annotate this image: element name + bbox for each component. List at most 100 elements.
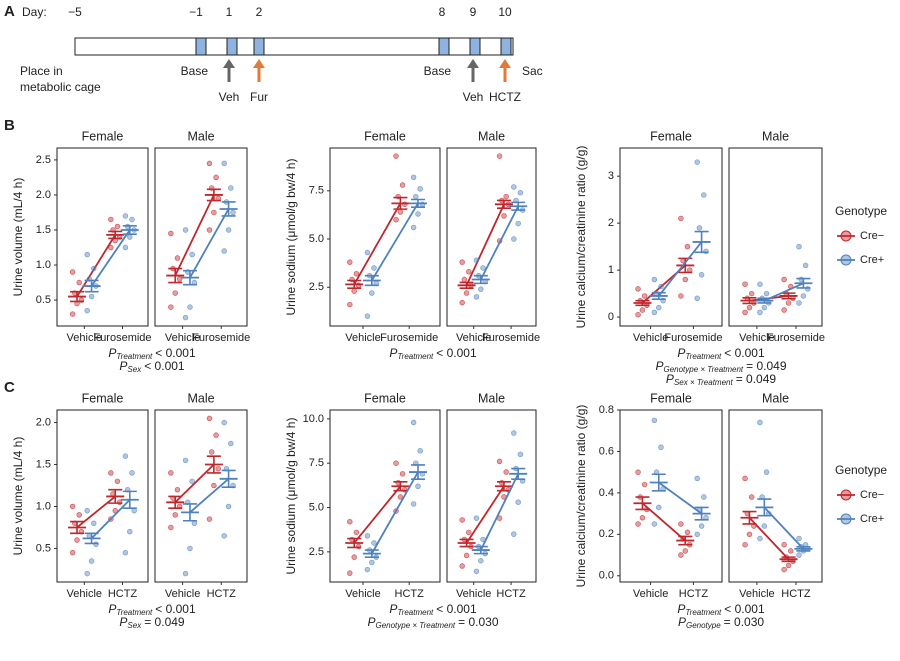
data-point xyxy=(230,209,236,216)
data-point xyxy=(463,290,470,296)
day-tick-label: 10 xyxy=(498,5,512,19)
x-tick-label: HCTZ xyxy=(395,588,425,600)
data-point xyxy=(410,174,417,181)
data-point xyxy=(757,309,763,316)
stat-symbol: P xyxy=(108,346,116,360)
data-point xyxy=(466,529,472,536)
data-point xyxy=(658,283,664,290)
panel-label: A xyxy=(4,3,15,20)
mean-line xyxy=(90,499,131,540)
data-point xyxy=(69,311,76,317)
timeline-label: Base xyxy=(181,64,209,78)
stat-subscript: Treatment xyxy=(685,352,722,361)
data-point xyxy=(757,281,763,287)
data-point xyxy=(417,186,423,192)
data-point xyxy=(796,535,802,542)
y-tick-label: 1.0 xyxy=(36,259,51,271)
panel-label: B xyxy=(4,117,15,134)
facet-title: Female xyxy=(82,391,124,405)
mean-line xyxy=(90,229,131,287)
data-point xyxy=(473,568,480,575)
data-point xyxy=(511,430,517,436)
facet-title: Male xyxy=(187,391,214,405)
legend-label: Cre− xyxy=(860,230,884,242)
data-point xyxy=(221,533,227,539)
y-tick-label: 1.5 xyxy=(36,224,51,236)
y-tick-label: 1.0 xyxy=(36,500,51,512)
sample-box xyxy=(500,37,512,56)
data-point xyxy=(88,558,95,564)
data-point xyxy=(742,475,748,482)
facet-title: Female xyxy=(650,129,692,143)
y-tick-label: 2.5 xyxy=(309,546,324,558)
y-tick-label: 5.0 xyxy=(309,501,324,513)
y-tick-label: 2.0 xyxy=(36,416,51,428)
mean-line xyxy=(371,202,419,281)
data-point xyxy=(168,524,174,531)
y-tick-label: 3 xyxy=(608,170,614,182)
y-tick-label: 2 xyxy=(608,217,614,229)
data-point xyxy=(473,294,480,300)
data-point xyxy=(796,243,802,250)
data-point xyxy=(168,304,174,310)
y-axis-label: Urine calcium/creatinine ratio (g/g) xyxy=(574,405,588,588)
data-point xyxy=(651,521,658,527)
mean-line xyxy=(480,473,520,551)
y-tick-label: 0 xyxy=(608,311,614,323)
x-tick-label: Vehicle xyxy=(165,332,200,344)
data-point xyxy=(461,276,468,283)
data-point xyxy=(84,570,90,577)
data-point xyxy=(761,523,768,529)
data-point xyxy=(399,182,406,188)
data-point xyxy=(748,290,755,297)
data-point xyxy=(763,469,770,475)
data-point xyxy=(351,554,357,560)
data-point xyxy=(410,419,417,426)
data-point xyxy=(635,521,641,527)
data-point xyxy=(459,299,465,306)
stat-symbol: P xyxy=(389,346,397,360)
stat-symbol: P xyxy=(677,346,685,360)
data-point xyxy=(694,295,700,302)
stat-symbol: P xyxy=(678,615,686,629)
stat-text: = 0.049 xyxy=(746,359,787,373)
stat-symbol: P xyxy=(108,602,116,616)
data-point xyxy=(215,465,222,472)
data-point xyxy=(221,248,227,254)
legend-swatch xyxy=(840,489,852,501)
x-tick-label: Vehicle xyxy=(67,332,102,344)
data-point xyxy=(225,227,232,233)
data-point xyxy=(748,494,755,500)
data-point xyxy=(678,552,684,558)
data-point xyxy=(69,549,76,556)
y-tick-label: 10.0 xyxy=(303,413,324,425)
facet-title: Male xyxy=(762,129,789,143)
y-tick-label: 7.5 xyxy=(309,457,324,469)
y-tick-label: 0.5 xyxy=(36,294,51,306)
data-point xyxy=(742,541,748,548)
data-point xyxy=(208,449,215,455)
data-point xyxy=(182,227,189,233)
x-tick-label: Furosemide xyxy=(192,332,250,344)
data-point xyxy=(127,234,133,240)
facet-frame xyxy=(154,409,248,583)
facet-title: Female xyxy=(364,129,406,143)
timeline-label: Place in xyxy=(20,64,63,78)
legend-label: Cre+ xyxy=(860,254,884,266)
data-point xyxy=(515,220,521,227)
stat-annotation: PGenotype × Treatment = 0.030 xyxy=(367,615,498,630)
x-tick-label: Vehicle xyxy=(739,332,774,344)
stat-annotation: PGenotype = 0.030 xyxy=(678,615,764,630)
data-point xyxy=(781,566,787,573)
x-tick-label: HCTZ xyxy=(679,588,709,600)
data-point xyxy=(639,515,646,521)
mean-line xyxy=(641,502,686,542)
data-point xyxy=(172,290,178,296)
data-point xyxy=(678,521,684,527)
data-point xyxy=(206,227,213,233)
data-point xyxy=(91,265,97,272)
data-point xyxy=(347,570,353,576)
facet-frame xyxy=(619,147,723,327)
data-point xyxy=(84,507,90,514)
mean-line xyxy=(353,202,402,285)
